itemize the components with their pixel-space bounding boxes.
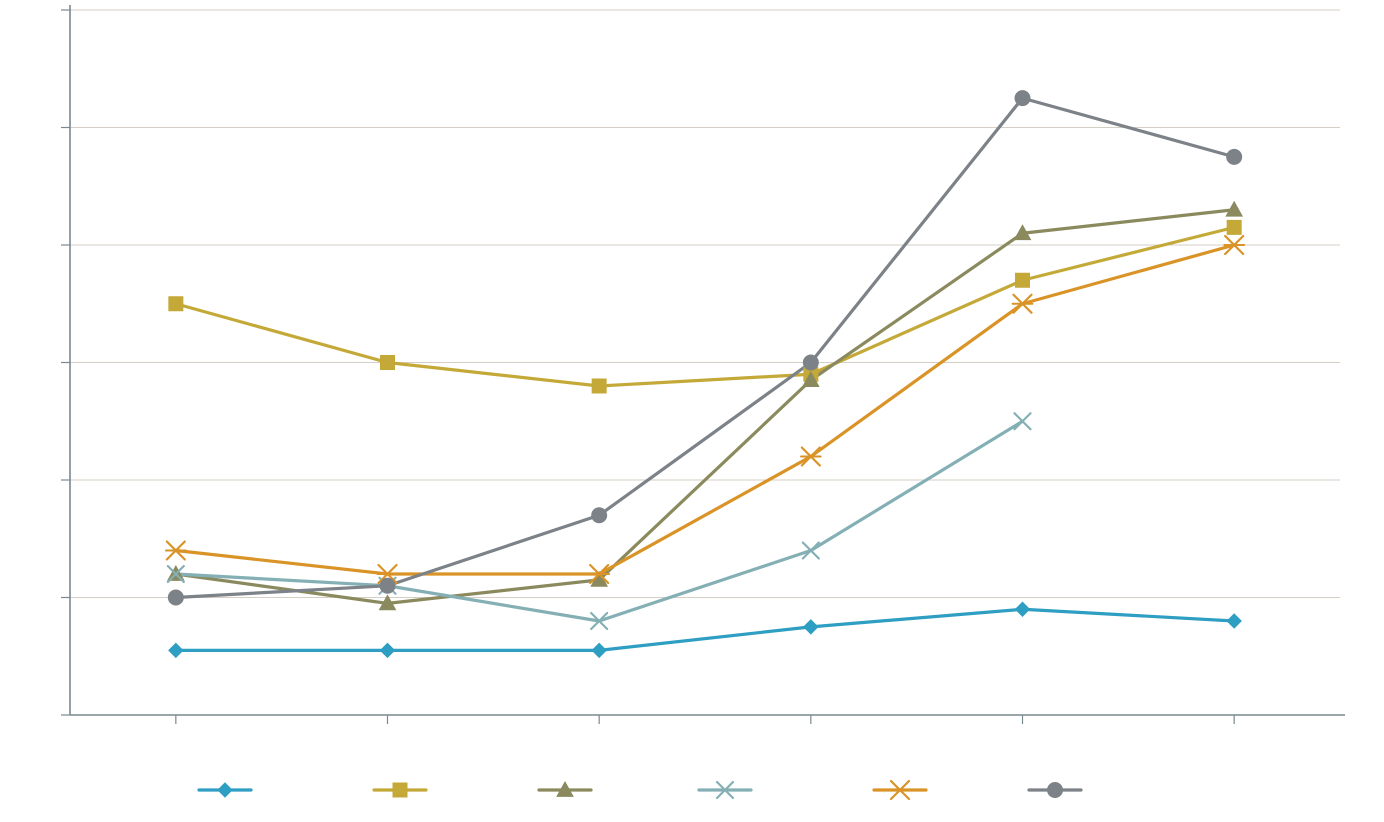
series-markers-3 — [168, 202, 1242, 610]
series-line-1 — [176, 609, 1234, 650]
line-chart — [0, 0, 1384, 822]
series-markers-2 — [169, 220, 1241, 393]
series-line-5 — [176, 245, 1234, 574]
legend — [199, 781, 1081, 799]
series-line-3 — [176, 210, 1234, 604]
